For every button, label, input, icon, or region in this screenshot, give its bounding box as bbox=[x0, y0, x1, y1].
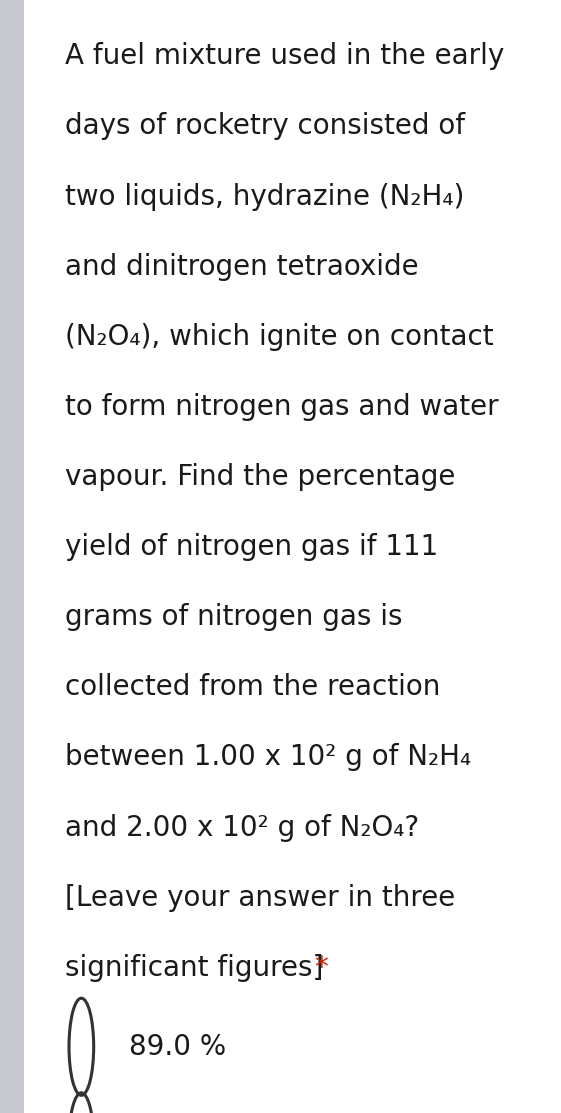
Text: to form nitrogen gas and water: to form nitrogen gas and water bbox=[65, 393, 498, 421]
Text: yield of nitrogen gas if 111: yield of nitrogen gas if 111 bbox=[65, 533, 438, 561]
Text: 89.0 %: 89.0 % bbox=[129, 1033, 226, 1062]
Text: [Leave your answer in three: [Leave your answer in three bbox=[65, 884, 455, 912]
Text: A fuel mixture used in the early: A fuel mixture used in the early bbox=[65, 42, 504, 70]
Text: days of rocketry consisted of: days of rocketry consisted of bbox=[65, 112, 465, 140]
FancyBboxPatch shape bbox=[0, 0, 24, 1113]
Text: significant figures]: significant figures] bbox=[65, 954, 332, 982]
Text: grams of nitrogen gas is: grams of nitrogen gas is bbox=[65, 603, 402, 631]
Text: vapour. Find the percentage: vapour. Find the percentage bbox=[65, 463, 455, 491]
Text: between 1.00 x 10² g of N₂H₄: between 1.00 x 10² g of N₂H₄ bbox=[65, 743, 471, 771]
Text: two liquids, hydrazine (N₂H₄): two liquids, hydrazine (N₂H₄) bbox=[65, 183, 464, 210]
Text: and 2.00 x 10² g of N₂O₄?: and 2.00 x 10² g of N₂O₄? bbox=[65, 814, 419, 841]
Text: (N₂O₄), which ignite on contact: (N₂O₄), which ignite on contact bbox=[65, 323, 493, 351]
Text: *: * bbox=[314, 954, 328, 982]
Text: and dinitrogen tetraoxide: and dinitrogen tetraoxide bbox=[65, 253, 418, 280]
Text: collected from the reaction: collected from the reaction bbox=[65, 673, 440, 701]
